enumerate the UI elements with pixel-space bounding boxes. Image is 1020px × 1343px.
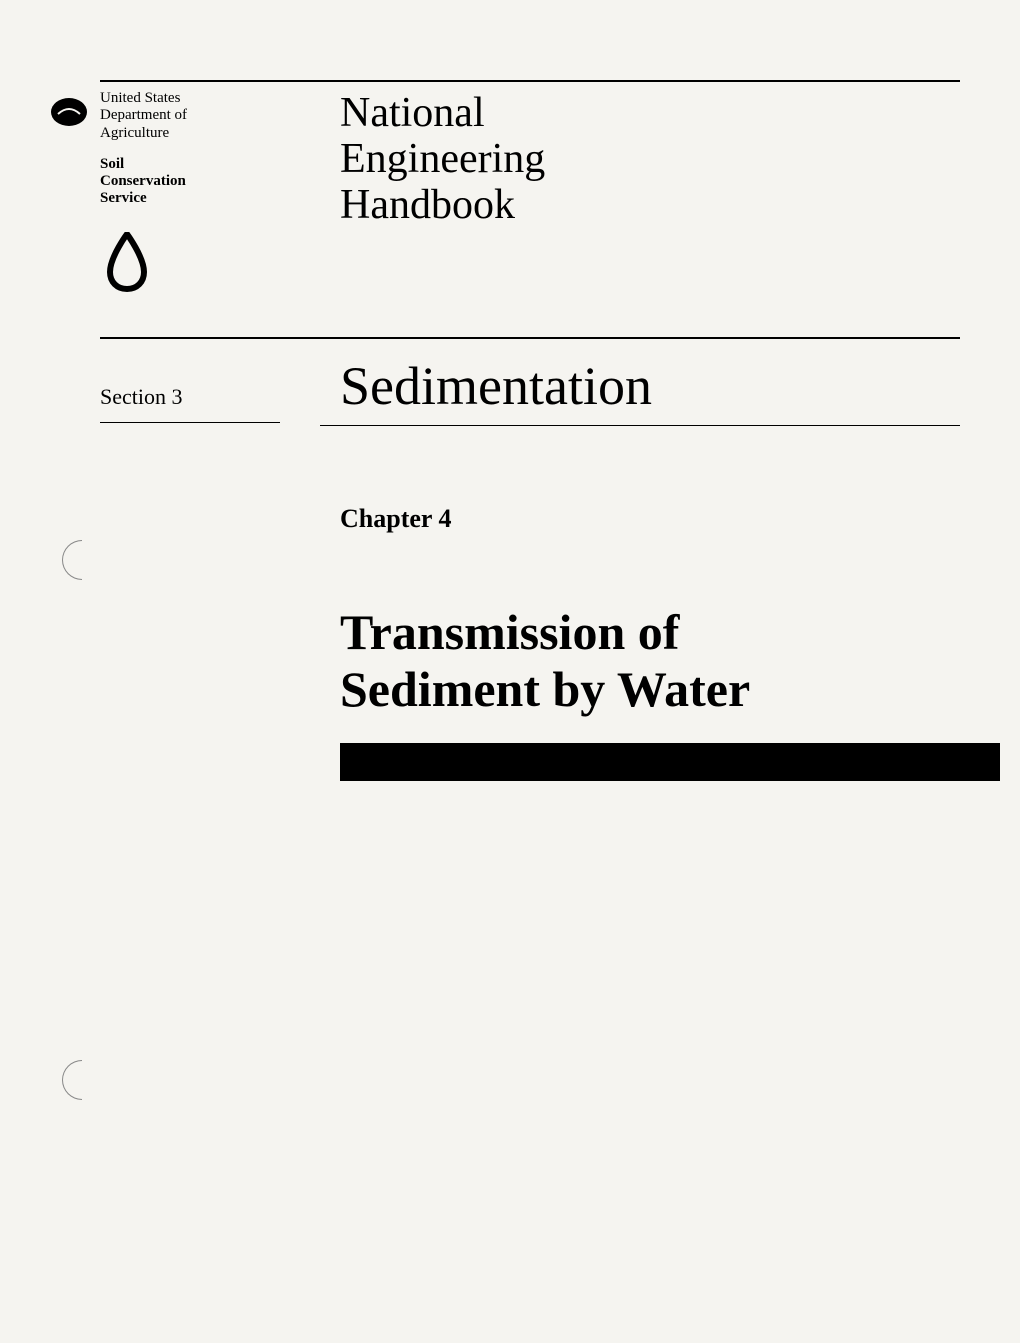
- chapter-label: Chapter 4: [340, 504, 960, 534]
- decorative-black-bar: [340, 743, 1000, 781]
- section-label: Section 3: [100, 384, 183, 409]
- agency-name-line1: United States: [100, 90, 280, 107]
- agency-block: United States Department of Agriculture …: [100, 90, 280, 297]
- agency-name-line3: Agriculture: [100, 125, 280, 142]
- binding-hole-icon: [62, 1060, 82, 1100]
- document-title-block: National Engineering Handbook: [320, 90, 960, 229]
- section-title-cell: Sedimentation: [320, 359, 960, 426]
- chapter-title-block: Transmission of Sediment by Water: [340, 604, 960, 719]
- section-title: Sedimentation: [340, 356, 652, 416]
- scs-droplet-logo: [102, 232, 280, 297]
- doc-title-line2: Engineering: [340, 136, 960, 182]
- page-container: United States Department of Agriculture …: [0, 0, 1020, 841]
- header-section: United States Department of Agriculture …: [100, 90, 960, 297]
- subagency-block: Soil Conservation Service: [100, 156, 280, 208]
- subagency-line2: Conservation: [100, 173, 280, 190]
- section-row: Section 3 Sedimentation: [100, 339, 960, 434]
- subagency-line3: Service: [100, 190, 280, 207]
- usda-leaf-icon: [50, 96, 88, 128]
- agency-name-line2: Department of: [100, 107, 280, 124]
- chapter-title-line1: Transmission of: [340, 604, 960, 662]
- doc-title-line1: National: [340, 90, 960, 136]
- header-top-rule: [100, 80, 960, 82]
- doc-title-line3: Handbook: [340, 182, 960, 228]
- chapter-title-line2: Sediment by Water: [340, 661, 960, 719]
- section-label-cell: Section 3: [100, 384, 280, 423]
- subagency-line1: Soil: [100, 156, 280, 173]
- chapter-label-block: Chapter 4: [340, 504, 960, 534]
